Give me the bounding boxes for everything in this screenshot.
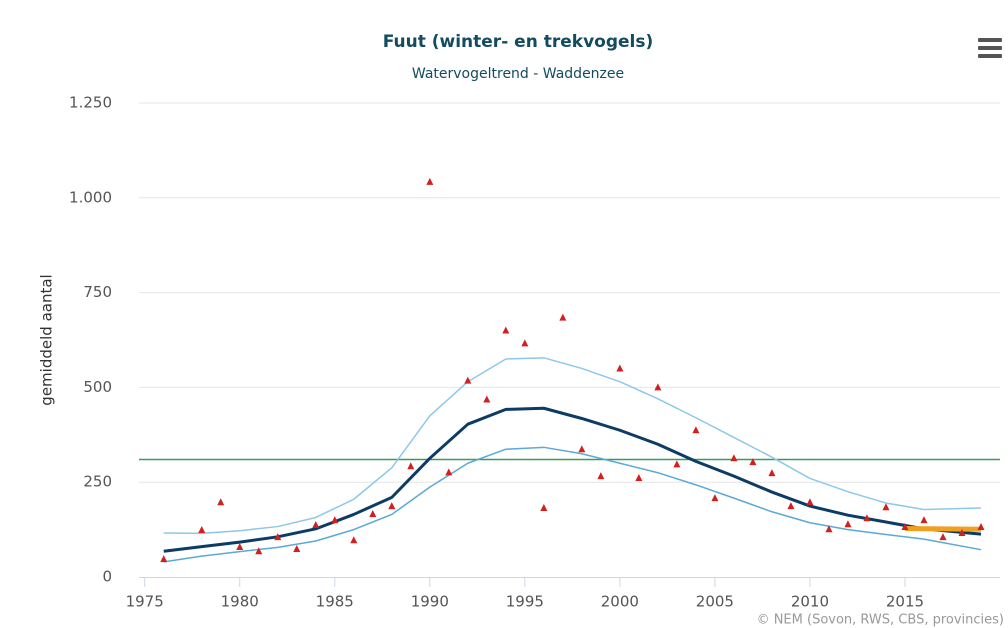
data-point	[217, 498, 225, 506]
data-point	[920, 516, 928, 524]
x-tick-label: 2010	[791, 593, 829, 611]
y-tick-label: 750	[83, 283, 112, 301]
menu-bar[interactable]	[978, 46, 1002, 50]
data-point	[597, 472, 605, 480]
data-point	[673, 460, 681, 468]
data-point	[977, 522, 985, 530]
x-tick-label: 1985	[316, 593, 354, 611]
menu-button[interactable]	[978, 38, 1002, 58]
data-point	[863, 514, 871, 522]
data-point	[426, 177, 434, 185]
x-tick-label: 2005	[696, 593, 734, 611]
data-point	[635, 474, 643, 482]
data-point	[521, 339, 529, 347]
data-point	[939, 533, 947, 541]
data-point	[274, 533, 282, 541]
data-point	[559, 313, 567, 321]
chart-subtitle: Watervogeltrend - Waddenzee	[412, 66, 624, 82]
data-point	[806, 498, 814, 506]
menu-bar[interactable]	[978, 54, 1002, 58]
data-point	[901, 522, 909, 530]
series-line	[163, 357, 982, 535]
data-point	[160, 555, 168, 563]
data-point	[350, 536, 358, 544]
x-tick-label: 1975	[126, 593, 164, 611]
x-tick-label: 2015	[886, 593, 924, 611]
data-point	[198, 525, 206, 533]
data-point	[483, 395, 491, 403]
data-point	[293, 544, 301, 552]
data-point	[578, 445, 586, 453]
data-point	[445, 468, 453, 476]
data-point	[616, 364, 624, 372]
series-line	[163, 406, 982, 553]
data-point	[502, 326, 510, 334]
data-point	[540, 503, 548, 511]
data-point	[331, 516, 339, 524]
data-point	[369, 510, 377, 518]
series-line	[904, 525, 982, 532]
data-point	[730, 454, 738, 462]
x-tick-label: 1980	[221, 593, 259, 611]
data-point	[388, 502, 396, 510]
y-tick-label: 1.250	[69, 94, 112, 112]
y-tick-label: 500	[83, 378, 112, 396]
chart-title: Fuut (winter- en trekvogels)	[383, 32, 654, 52]
data-point	[882, 503, 890, 511]
menu-bar[interactable]	[978, 38, 1002, 42]
x-tick-label: 2000	[601, 593, 639, 611]
y-tick-label: 0	[102, 568, 112, 586]
data-point	[711, 494, 719, 502]
y-tick-label: 250	[83, 473, 112, 491]
data-point	[407, 462, 415, 470]
data-point	[787, 502, 795, 510]
x-tick-label: 1990	[411, 593, 449, 611]
data-point	[844, 520, 852, 528]
data-point	[749, 458, 757, 466]
data-point	[825, 525, 833, 533]
credits: © NEM (Sovon, RWS, CBS, provincies)	[757, 613, 1004, 628]
data-point	[654, 383, 662, 391]
data-point	[236, 543, 244, 551]
y-tick-label: 1.000	[69, 188, 112, 206]
data-point	[768, 469, 776, 477]
x-tick-label: 1995	[506, 593, 544, 611]
data-point	[464, 376, 472, 384]
data-point	[312, 521, 320, 529]
y-axis-label: gemiddeld aantal	[38, 274, 56, 405]
data-point	[958, 529, 966, 537]
data-point	[692, 426, 700, 434]
data-point	[255, 547, 263, 555]
